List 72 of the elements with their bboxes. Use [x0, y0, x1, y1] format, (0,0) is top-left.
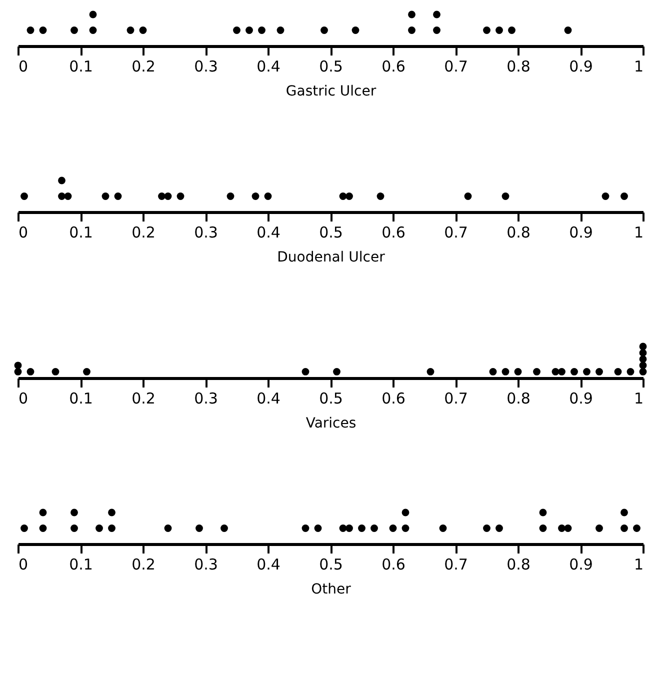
point: [570, 368, 578, 376]
x-tick-label: 0.1: [69, 58, 93, 76]
x-tick-label: 0.6: [382, 390, 406, 408]
x-tick-label: 0.7: [444, 390, 468, 408]
point: [639, 368, 647, 376]
x-tick-label: 0.2: [132, 556, 156, 574]
x-tick-label: 0.7: [444, 556, 468, 574]
x-tick-label: 0: [18, 224, 28, 242]
x-tick-label: 0.3: [194, 224, 218, 242]
x-tick-label: 0.9: [569, 224, 593, 242]
x-tick-label: 0.5: [319, 58, 343, 76]
x-axis-title: Gastric Ulcer: [286, 84, 376, 100]
point: [552, 368, 560, 376]
x-tick-label: 0.5: [319, 224, 343, 242]
x-tick-label: 1: [634, 224, 644, 242]
x-tick-label: 0.8: [506, 58, 530, 76]
x-tick-label: 0.5: [319, 556, 343, 574]
point: [14, 368, 22, 376]
x-tick-label: 0.1: [69, 224, 93, 242]
x-tick-label: 0.9: [569, 390, 593, 408]
x-tick-label: 0.5: [319, 390, 343, 408]
point: [639, 349, 647, 357]
x-tick-label: 0: [18, 390, 28, 408]
point: [558, 368, 566, 376]
x-axis-title: Duodenal Ulcer: [277, 250, 386, 266]
x-tick-label: 0.6: [382, 58, 406, 76]
point: [533, 368, 540, 376]
point: [614, 368, 622, 376]
x-tick-label: 0.2: [132, 224, 156, 242]
x-tick-label: 1: [634, 58, 644, 76]
x-tick-label: 0.7: [444, 58, 468, 76]
point: [514, 368, 522, 376]
point: [639, 342, 647, 350]
x-tick-label: 0.3: [194, 58, 218, 76]
point: [502, 368, 510, 376]
x-tick-label: 0.4: [256, 58, 280, 76]
point: [489, 368, 497, 376]
x-tick-label: 1: [634, 390, 644, 408]
x-tick-label: 0.8: [506, 556, 530, 574]
x-tick-label: 0.6: [382, 556, 406, 574]
x-tick-label: 0.9: [569, 58, 593, 76]
x-tick-label: 0.1: [69, 556, 93, 574]
x-tick-label: 1: [634, 556, 644, 574]
x-axis-title: Other: [311, 582, 352, 598]
x-tick-label: 0.6: [382, 224, 406, 242]
x-tick-label: 0.8: [506, 224, 530, 242]
point: [583, 368, 590, 376]
point: [639, 355, 647, 363]
point: [596, 368, 603, 376]
point: [52, 368, 60, 376]
x-tick-label: 0.2: [132, 58, 156, 76]
x-tick-label: 0.7: [444, 224, 468, 242]
x-tick-label: 0.3: [194, 556, 218, 574]
point: [639, 362, 647, 370]
point: [14, 362, 22, 370]
x-tick-label: 0: [18, 556, 28, 574]
x-tick-label: 0.9: [569, 556, 593, 574]
point: [26, 368, 34, 376]
x-tick-label: 0: [18, 58, 28, 76]
x-tick-label: 0.3: [194, 390, 218, 408]
x-tick-label: 0.8: [506, 390, 530, 408]
x-tick-label: 0.4: [256, 224, 280, 242]
point: [626, 368, 634, 376]
point: [83, 368, 90, 376]
x-tick-label: 0.4: [256, 390, 280, 408]
x-axis-title: Varices: [306, 416, 356, 432]
point: [302, 368, 310, 376]
x-tick-label: 0.4: [256, 556, 280, 574]
x-tick-label: 0.1: [69, 390, 93, 408]
point: [426, 368, 434, 376]
point: [333, 368, 340, 376]
x-tick-label: 0.2: [132, 390, 156, 408]
